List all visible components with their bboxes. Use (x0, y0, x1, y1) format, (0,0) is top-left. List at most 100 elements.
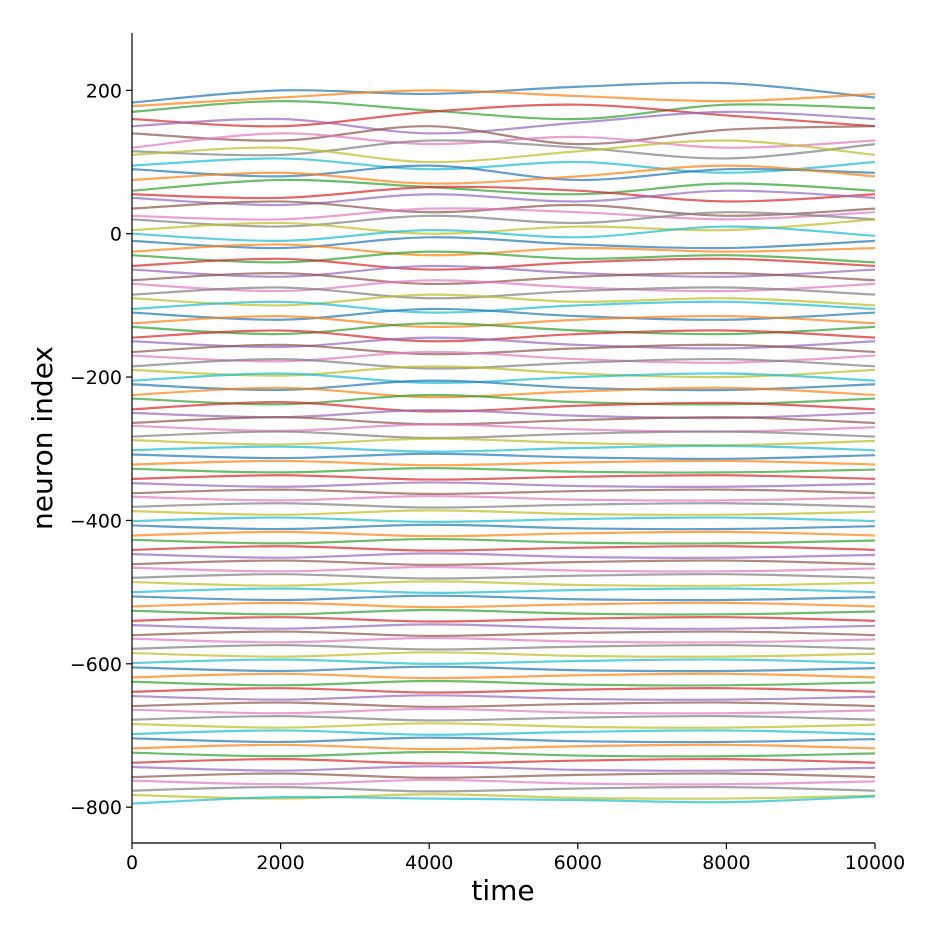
y-tick-label: −400 (70, 510, 122, 532)
trace-line (131, 286, 876, 300)
trace-line (131, 672, 876, 680)
trace-line (131, 110, 876, 135)
y-tick-label: 0 (110, 224, 122, 246)
y-axis-label: neuron index (26, 346, 59, 530)
trace-line (131, 722, 876, 729)
trace-line (131, 243, 876, 257)
trace-line (131, 103, 876, 128)
trace-line (131, 357, 876, 370)
trace-line (131, 372, 876, 384)
trace-line (131, 89, 876, 108)
trace-line (131, 386, 876, 399)
trace-line (131, 707, 876, 715)
trace-line (131, 530, 876, 538)
trace-line (131, 580, 876, 587)
trace-line (131, 665, 876, 673)
trace-line (131, 444, 876, 453)
trace-line (131, 271, 876, 286)
trace-line (131, 164, 876, 185)
trace-line (131, 537, 876, 545)
trace-line (131, 686, 876, 694)
trace-line (131, 559, 876, 566)
trace-line (131, 430, 876, 440)
y-tick-label: −800 (70, 797, 122, 819)
trace-line (131, 250, 876, 264)
trace-line (131, 743, 876, 751)
trace-line (131, 139, 876, 164)
trace-line (131, 401, 876, 413)
trace-line (131, 307, 876, 321)
y-tick-label: 200 (86, 80, 122, 102)
trace-line (131, 502, 876, 509)
trace-line (131, 778, 876, 786)
trace-line (131, 437, 876, 447)
trace-line (131, 636, 876, 644)
trace-line (131, 257, 876, 271)
trace-line (131, 164, 876, 182)
trace-line (131, 300, 876, 314)
trace-line (131, 694, 876, 701)
trace-line (131, 132, 876, 149)
x-tick-label: 0 (126, 852, 138, 874)
trace-line (131, 765, 876, 772)
trace-line (131, 416, 876, 426)
trace-line (131, 365, 876, 379)
trace-line (131, 459, 876, 467)
trace-line (131, 651, 876, 658)
trace-line (131, 336, 876, 350)
trace-line (131, 218, 876, 235)
trace-line (131, 679, 876, 687)
trace-line (131, 643, 876, 651)
trace-line (131, 701, 876, 708)
x-tick-label: 4000 (405, 852, 453, 874)
trace-line (131, 623, 876, 630)
trace-line (131, 157, 876, 174)
trace-line (131, 99, 876, 121)
trace-line (131, 552, 876, 559)
trace-line (131, 587, 876, 594)
trace-line (131, 545, 876, 552)
trace-line (131, 81, 876, 104)
trace-line (131, 279, 876, 293)
trace-line (131, 750, 876, 758)
trace-line (131, 795, 876, 805)
trace-line (131, 225, 876, 242)
trace-line (131, 467, 876, 474)
x-tick-label: 2000 (256, 852, 304, 874)
trace-line (131, 343, 876, 356)
trace-line (131, 608, 876, 616)
trace-line (131, 236, 876, 250)
trace-line (131, 488, 876, 496)
x-axis-label: time (471, 874, 534, 907)
trace-line (131, 785, 876, 793)
trace-line (131, 757, 876, 765)
trace-line (131, 565, 876, 573)
x-tick-label: 8000 (702, 852, 750, 874)
trace-line (131, 630, 876, 637)
trace-line (131, 322, 876, 336)
trace-line (131, 481, 876, 488)
trace-line (131, 125, 876, 146)
trace-line (131, 452, 876, 460)
x-tick-label: 6000 (554, 852, 602, 874)
trace-line (131, 423, 876, 433)
y-tick-label: −600 (70, 654, 122, 676)
trace-line (131, 139, 876, 160)
trace-line (131, 729, 876, 736)
trace-line (131, 474, 876, 481)
trace-line (131, 314, 876, 329)
trace-line (131, 594, 876, 602)
trace-line (131, 189, 876, 207)
trace-line (131, 714, 876, 722)
trace-line (131, 178, 876, 196)
trace-line (131, 379, 876, 392)
trace-line (131, 293, 876, 307)
trace-line (131, 207, 876, 221)
trace-line (131, 264, 876, 278)
trace-line (131, 736, 876, 744)
trace-line (131, 601, 876, 609)
trace-line (131, 185, 876, 203)
trace-line (131, 211, 876, 228)
trace-line (131, 573, 876, 580)
